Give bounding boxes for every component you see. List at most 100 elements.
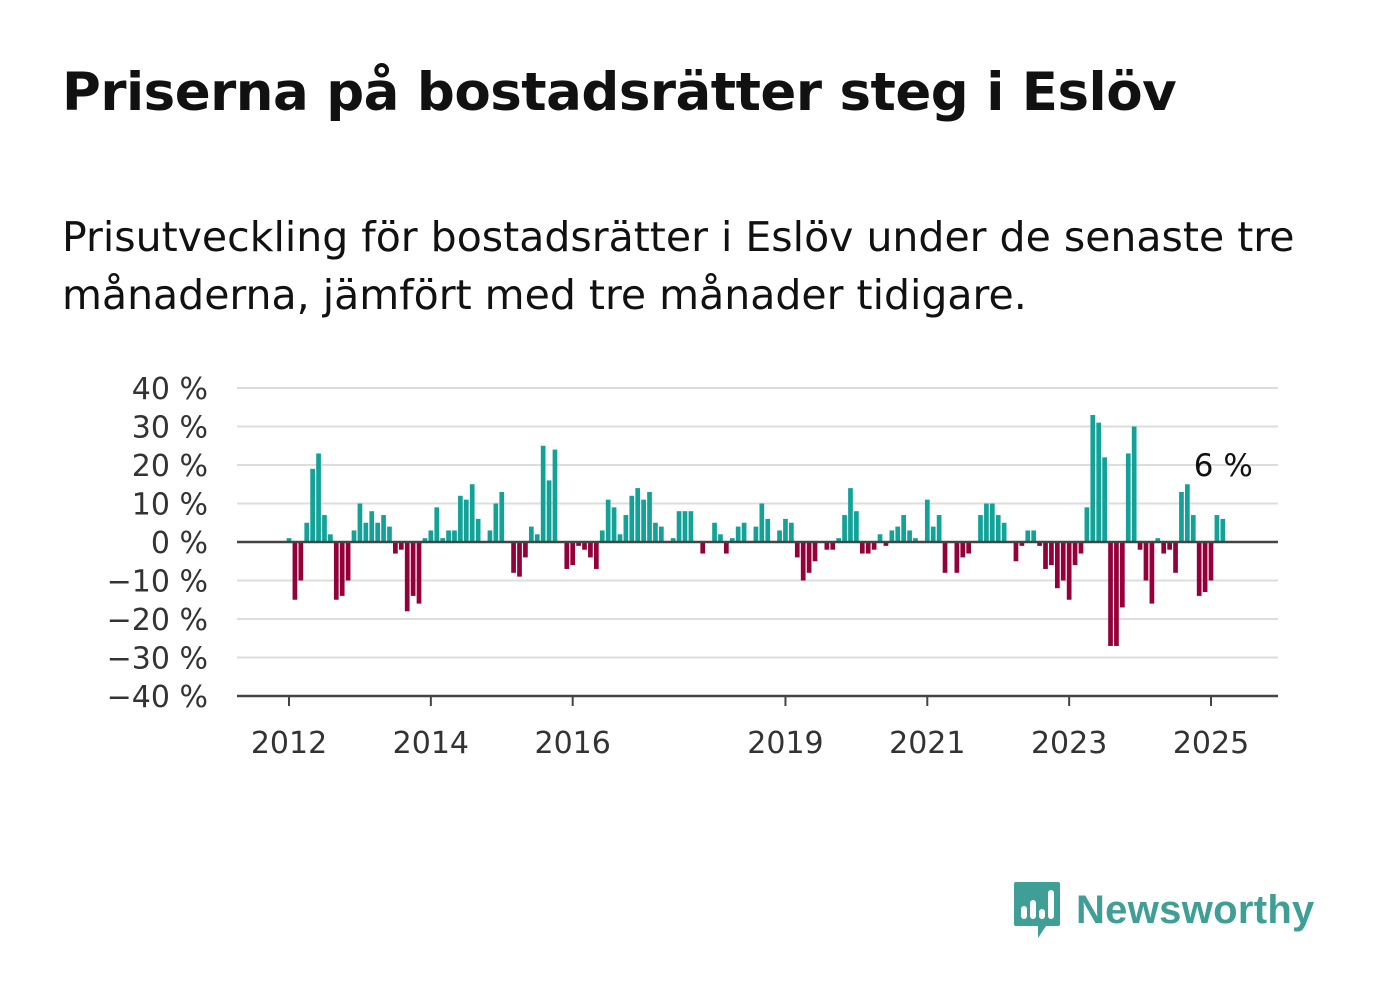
bar (1137, 542, 1143, 550)
bar (1161, 542, 1167, 554)
bar (653, 522, 658, 542)
bar (381, 515, 386, 542)
bar (1214, 515, 1220, 542)
bar (783, 518, 788, 542)
axes (237, 540, 1278, 698)
bar (588, 542, 593, 558)
bar (1043, 542, 1048, 569)
bar (393, 542, 398, 554)
bar (877, 534, 883, 542)
bar (629, 495, 635, 542)
bar (517, 542, 522, 577)
bar (859, 542, 865, 554)
bar (1019, 542, 1025, 546)
bar (1096, 422, 1102, 542)
bar (1031, 530, 1037, 542)
bar (1066, 542, 1072, 600)
bar (363, 522, 369, 542)
bar (1143, 542, 1149, 581)
bar (718, 534, 723, 542)
y-axis-ticks: 40 % 30 %20 % 10 %0 % −10 %−20 % −30 %−40 % (107, 372, 208, 715)
bar (854, 511, 859, 542)
bar (800, 542, 806, 581)
bar (440, 538, 446, 542)
bar (682, 511, 688, 542)
bar (1220, 518, 1226, 542)
bar (735, 526, 741, 542)
bar (635, 488, 641, 542)
bar (570, 542, 576, 566)
bar (700, 542, 706, 554)
bar (989, 503, 995, 542)
y-tick-label: 0 % (151, 526, 208, 561)
bar (304, 522, 310, 542)
gridlines (237, 387, 1278, 659)
bars (286, 414, 1226, 646)
annotations: 6 % (1194, 448, 1253, 484)
y-tick-label: −20 % (107, 603, 208, 638)
bar (913, 538, 918, 542)
bar (434, 507, 440, 542)
bar (469, 484, 475, 542)
bar (812, 542, 818, 562)
bar (1208, 542, 1214, 581)
bar (564, 542, 570, 569)
bar (806, 542, 812, 573)
chart-title: Priserna på bostadsrätter steg i Eslöv (62, 62, 1177, 123)
bar (493, 503, 499, 542)
bar (552, 449, 558, 542)
x-tick-label: 2014 (393, 726, 469, 761)
x-tick-label: 2025 (1173, 726, 1249, 761)
y-tick-label: 30 % (132, 411, 208, 446)
bar (599, 530, 605, 542)
bar (871, 542, 877, 550)
bar (511, 542, 516, 573)
bar (446, 530, 451, 542)
bar (777, 530, 782, 542)
bar (1167, 542, 1172, 550)
bar (582, 542, 587, 550)
bar (824, 542, 830, 550)
y-tick-label: −10 % (107, 565, 208, 600)
bar (528, 526, 534, 542)
bar (1119, 542, 1125, 608)
bar (883, 542, 889, 546)
bar (345, 542, 351, 581)
bar (960, 542, 966, 558)
bar (1125, 453, 1131, 542)
bar (984, 503, 989, 542)
bar (1060, 542, 1066, 581)
y-tick-label: −30 % (107, 642, 208, 677)
newsworthy-logo-icon (1014, 882, 1060, 938)
bar (1190, 515, 1196, 542)
bar (1049, 542, 1054, 566)
x-tick-label: 2023 (1031, 726, 1107, 761)
newsworthy-wordmark: Newsworthy (1076, 887, 1315, 932)
bar (1090, 414, 1096, 542)
bar (1173, 542, 1178, 573)
bar (848, 488, 853, 542)
bar (830, 542, 836, 550)
bar (1001, 522, 1007, 542)
bar (741, 522, 747, 542)
x-tick-label: 2021 (889, 726, 965, 761)
bar (1102, 457, 1107, 542)
bar (316, 453, 321, 542)
bar (369, 511, 375, 542)
bar (1013, 542, 1019, 562)
bar (351, 530, 357, 542)
bar (328, 534, 333, 542)
latest-value-label: 6 % (1194, 448, 1253, 484)
bar (611, 507, 617, 542)
bar (605, 499, 611, 542)
bar (1202, 542, 1208, 593)
bar (765, 518, 771, 542)
bar (298, 542, 304, 581)
bar (523, 542, 528, 558)
bar (930, 526, 936, 542)
bar (576, 542, 581, 546)
bar (1155, 538, 1161, 542)
bar (676, 511, 682, 542)
bar (753, 526, 759, 542)
bar (475, 518, 481, 542)
